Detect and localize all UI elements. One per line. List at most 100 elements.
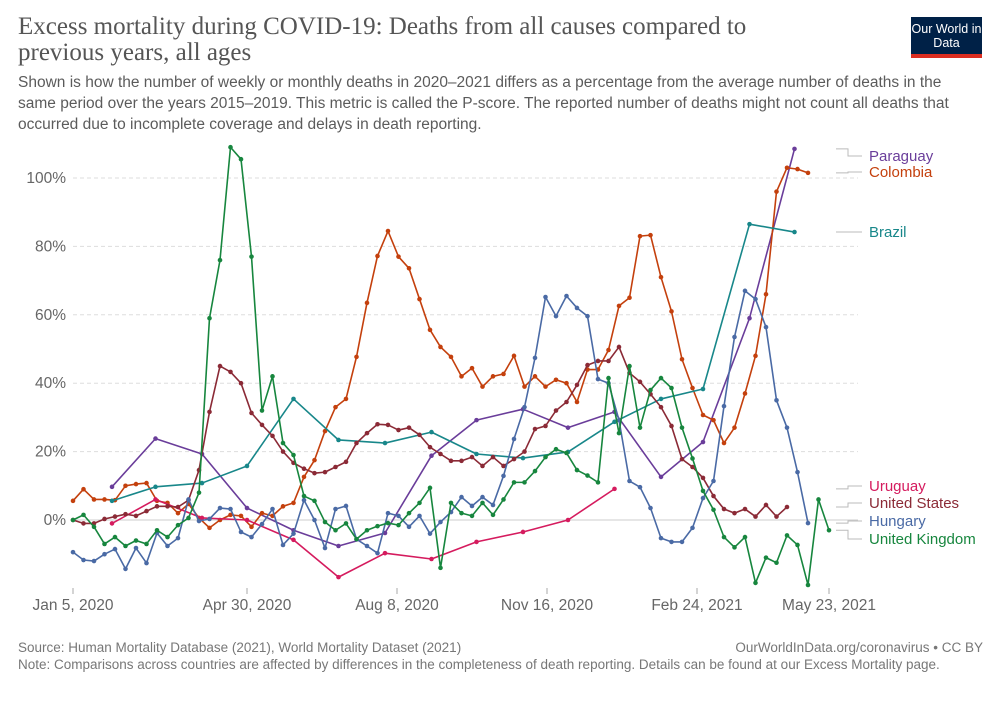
- data-point: [382, 550, 388, 556]
- data-point: [301, 474, 307, 480]
- data-point: [522, 449, 527, 454]
- data-point: [658, 375, 664, 381]
- data-point: [490, 374, 496, 379]
- data-point: [522, 404, 527, 410]
- data-point: [501, 371, 506, 377]
- data-point: [658, 396, 664, 402]
- data-point: [406, 265, 412, 271]
- series-line-uruguay: [111, 488, 615, 578]
- data-point: [343, 396, 349, 402]
- data-point: [301, 466, 307, 472]
- x-tick-label: Apr 30, 2020: [203, 597, 292, 614]
- data-point: [669, 385, 674, 391]
- data-point: [532, 355, 538, 361]
- source-text: Source: Human Mortality Database (2021),…: [18, 640, 462, 655]
- data-point: [480, 494, 485, 500]
- data-point: [322, 469, 328, 475]
- y-tick-label: 20%: [35, 444, 66, 461]
- data-point: [144, 541, 149, 547]
- data-point: [123, 511, 128, 517]
- data-point: [186, 515, 191, 521]
- data-point: [459, 458, 464, 464]
- data-point: [520, 455, 526, 461]
- data-point: [280, 542, 286, 548]
- data-point: [690, 385, 695, 391]
- owid-logo[interactable]: Our World in Data: [911, 17, 982, 58]
- data-point: [490, 512, 496, 518]
- data-point: [574, 399, 580, 405]
- legend-label-uruguay: Uruguay: [869, 478, 926, 495]
- data-point: [91, 524, 97, 530]
- data-point: [595, 376, 601, 382]
- data-point: [511, 480, 517, 485]
- data-point: [574, 382, 580, 388]
- data-point: [669, 539, 674, 545]
- data-point: [669, 423, 674, 429]
- data-point: [207, 315, 212, 321]
- data-point: [474, 417, 479, 423]
- data-point: [564, 399, 569, 405]
- data-point: [700, 475, 706, 481]
- legend-label-brazil: Brazil: [869, 224, 907, 241]
- data-point: [406, 510, 412, 516]
- data-point: [805, 170, 811, 176]
- data-point: [459, 510, 464, 516]
- data-point: [199, 480, 205, 486]
- data-point: [406, 425, 412, 430]
- data-point: [690, 525, 695, 531]
- y-tick-label: 100%: [26, 170, 66, 187]
- data-point: [612, 419, 617, 425]
- data-point: [112, 546, 118, 552]
- data-point: [291, 500, 296, 506]
- data-point: [375, 523, 380, 529]
- data-point: [291, 396, 296, 402]
- data-point: [511, 353, 517, 359]
- data-point: [700, 495, 706, 501]
- data-point: [396, 513, 401, 519]
- data-point: [532, 374, 538, 379]
- data-point: [133, 481, 139, 487]
- data-point: [753, 296, 758, 302]
- data-point: [721, 534, 727, 540]
- data-point: [627, 363, 632, 369]
- data-point: [774, 514, 779, 519]
- series-hungary: [70, 288, 811, 572]
- data-point: [711, 478, 716, 484]
- series-line-brazil: [111, 223, 795, 502]
- y-tick-label: 40%: [35, 375, 66, 392]
- data-point: [301, 497, 307, 503]
- data-point: [763, 324, 769, 330]
- data-point: [385, 422, 391, 428]
- data-point: [207, 409, 212, 415]
- data-point: [354, 536, 359, 542]
- data-point: [742, 391, 748, 396]
- data-point: [637, 233, 643, 239]
- data-point: [417, 500, 422, 506]
- data-point: [532, 468, 538, 474]
- data-point: [217, 505, 223, 511]
- data-point: [249, 524, 254, 530]
- series-united-states: [70, 344, 790, 526]
- legend-label-united-kingdom: United Kingdom: [869, 531, 976, 548]
- data-point: [81, 486, 86, 492]
- data-point: [553, 446, 559, 452]
- data-point: [501, 463, 506, 469]
- data-point: [333, 404, 338, 410]
- footer: Source: Human Mortality Database (2021),…: [18, 639, 983, 673]
- data-point: [606, 347, 611, 353]
- data-point: [501, 497, 506, 502]
- data-point: [249, 534, 254, 540]
- data-point: [175, 522, 181, 528]
- data-point: [81, 521, 86, 526]
- data-point: [732, 425, 737, 430]
- data-point: [679, 425, 685, 430]
- data-point: [469, 513, 475, 519]
- owid-link[interactable]: OurWorldInData.org/coronavirus • CC BY: [735, 640, 983, 655]
- series-united-kingdom: [70, 144, 832, 588]
- data-point: [385, 520, 391, 526]
- data-point: [154, 504, 160, 509]
- data-point: [669, 309, 674, 314]
- data-point: [196, 490, 202, 495]
- data-point: [816, 497, 821, 502]
- data-point: [175, 535, 181, 541]
